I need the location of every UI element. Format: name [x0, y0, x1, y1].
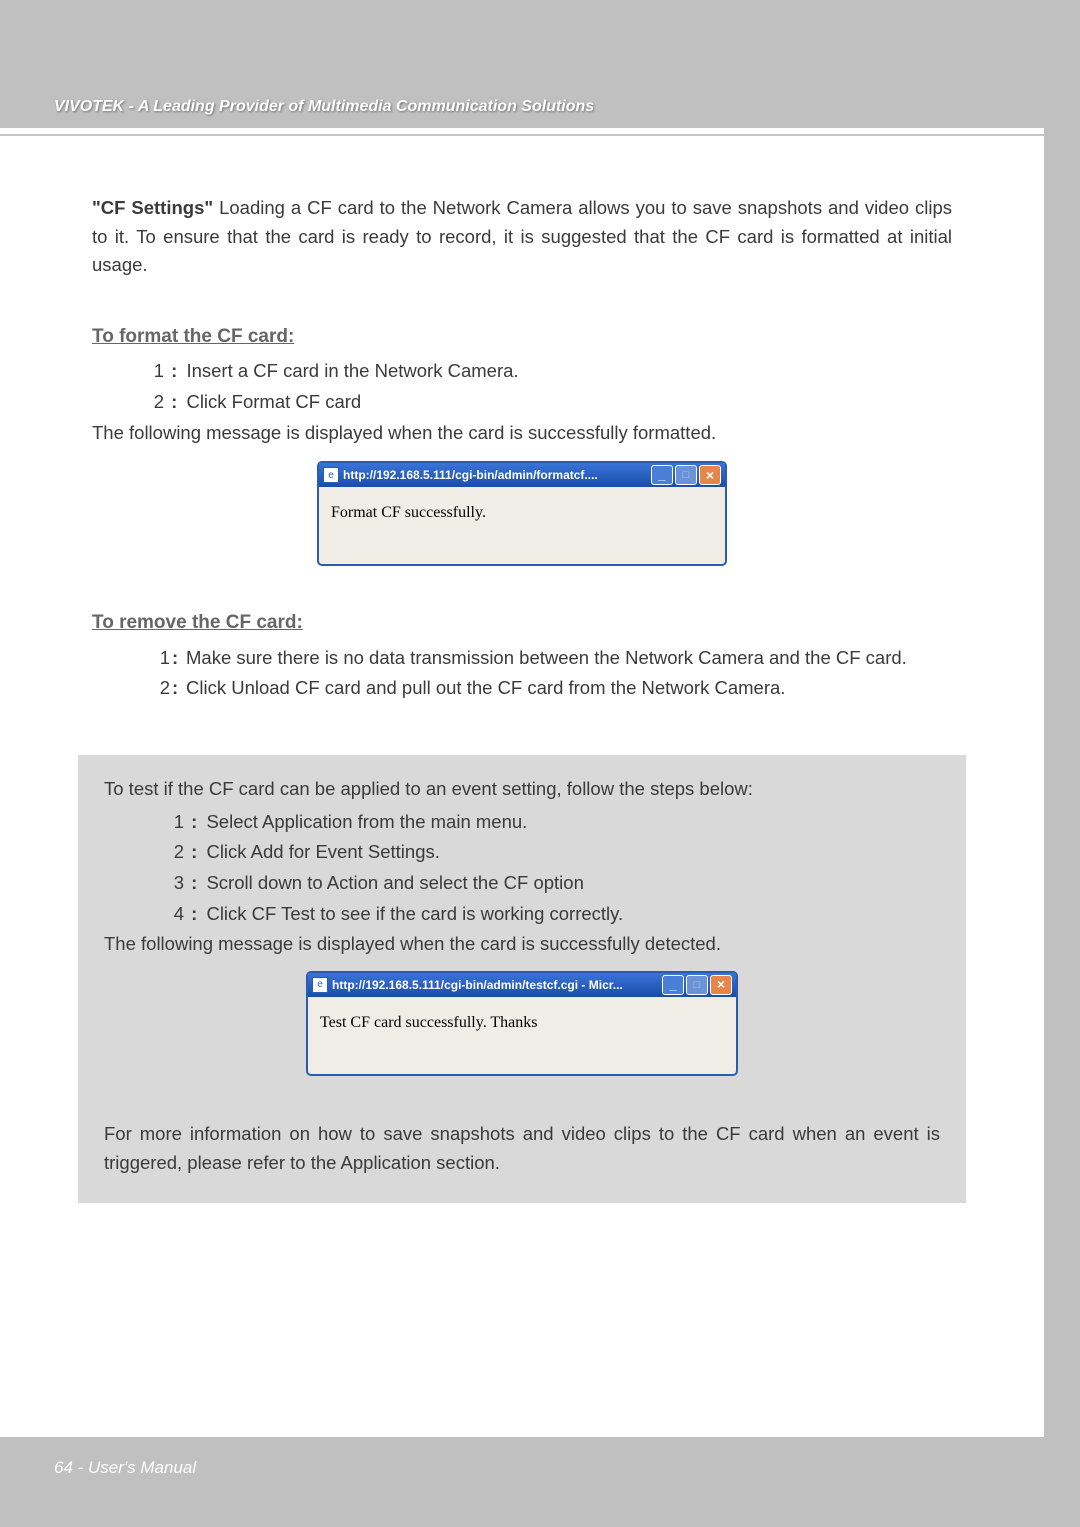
close-button[interactable]: × [699, 465, 721, 485]
dialog-body: Format CF successfully. [319, 487, 725, 564]
intro-rest: Loading a CF card to the Network Camera … [92, 197, 952, 275]
list-item: 1: Make sure there is no data transmissi… [142, 644, 952, 673]
infobox-lead: To test if the CF card can be applied to… [104, 775, 940, 804]
page-content: "CF Settings" Loading a CF card to the N… [0, 136, 1044, 1203]
test-dialog-wrap: e http://192.168.5.111/cgi-bin/admin/tes… [104, 971, 940, 1076]
dialog-titlebar: e http://192.168.5.111/cgi-bin/admin/for… [319, 463, 725, 487]
dialog-body: Test CF card successfully. Thanks [308, 997, 736, 1074]
list-item: 2 : Click Add for Event Settings. [162, 838, 940, 867]
page-background: VIVOTEK - A Leading Provider of Multimed… [0, 0, 1080, 1527]
dialog-title: http://192.168.5.111/cgi-bin/admin/forma… [343, 466, 647, 485]
page-header: VIVOTEK - A Leading Provider of Multimed… [0, 28, 1044, 128]
format-steps: 1 : Insert a CF card in the Network Came… [92, 357, 952, 416]
list-item: 3 : Scroll down to Action and select the… [162, 869, 940, 898]
intro-bold: "CF Settings" [92, 197, 213, 218]
document-page: VIVOTEK - A Leading Provider of Multimed… [0, 28, 1044, 1499]
remove-steps: 1: Make sure there is no data transmissi… [92, 644, 952, 703]
page-footer: 64 - User's Manual [0, 1437, 1044, 1499]
close-button[interactable]: × [710, 975, 732, 995]
dialog-titlebar: e http://192.168.5.111/cgi-bin/admin/tes… [308, 973, 736, 997]
ie-icon: e [312, 977, 328, 993]
format-heading: To format the CF card: [92, 322, 952, 351]
infobox-steps: 1 : Select Application from the main men… [104, 808, 940, 929]
intro-paragraph: "CF Settings" Loading a CF card to the N… [92, 194, 952, 280]
maximize-button[interactable]: □ [686, 975, 708, 995]
infobox-more: For more information on how to save snap… [104, 1120, 940, 1177]
format-dialog-wrap: e http://192.168.5.111/cgi-bin/admin/for… [92, 461, 952, 566]
minimize-button[interactable]: _ [651, 465, 673, 485]
window-buttons: _ □ × [651, 465, 721, 485]
list-item: 1 : Select Application from the main men… [162, 808, 940, 837]
format-dialog: e http://192.168.5.111/cgi-bin/admin/for… [317, 461, 727, 566]
format-follow-msg: The following message is displayed when … [92, 419, 952, 448]
list-item: 4 : Click CF Test to see if the card is … [162, 900, 940, 929]
remove-heading: To remove the CF card: [92, 608, 952, 637]
infobox-follow-msg: The following message is displayed when … [104, 930, 940, 959]
window-buttons: _ □ × [662, 975, 732, 995]
footer-text: 64 - User's Manual [54, 1458, 196, 1478]
list-item: 2: Click Unload CF card and pull out the… [142, 674, 952, 703]
info-box: To test if the CF card can be applied to… [78, 755, 966, 1203]
list-item: 2 : Click Format CF card [142, 388, 952, 417]
ie-icon: e [323, 467, 339, 483]
minimize-button[interactable]: _ [662, 975, 684, 995]
test-dialog: e http://192.168.5.111/cgi-bin/admin/tes… [306, 971, 738, 1076]
header-text: VIVOTEK - A Leading Provider of Multimed… [54, 98, 594, 116]
dialog-title: http://192.168.5.111/cgi-bin/admin/testc… [332, 976, 658, 995]
maximize-button[interactable]: □ [675, 465, 697, 485]
list-item: 1 : Insert a CF card in the Network Came… [142, 357, 952, 386]
